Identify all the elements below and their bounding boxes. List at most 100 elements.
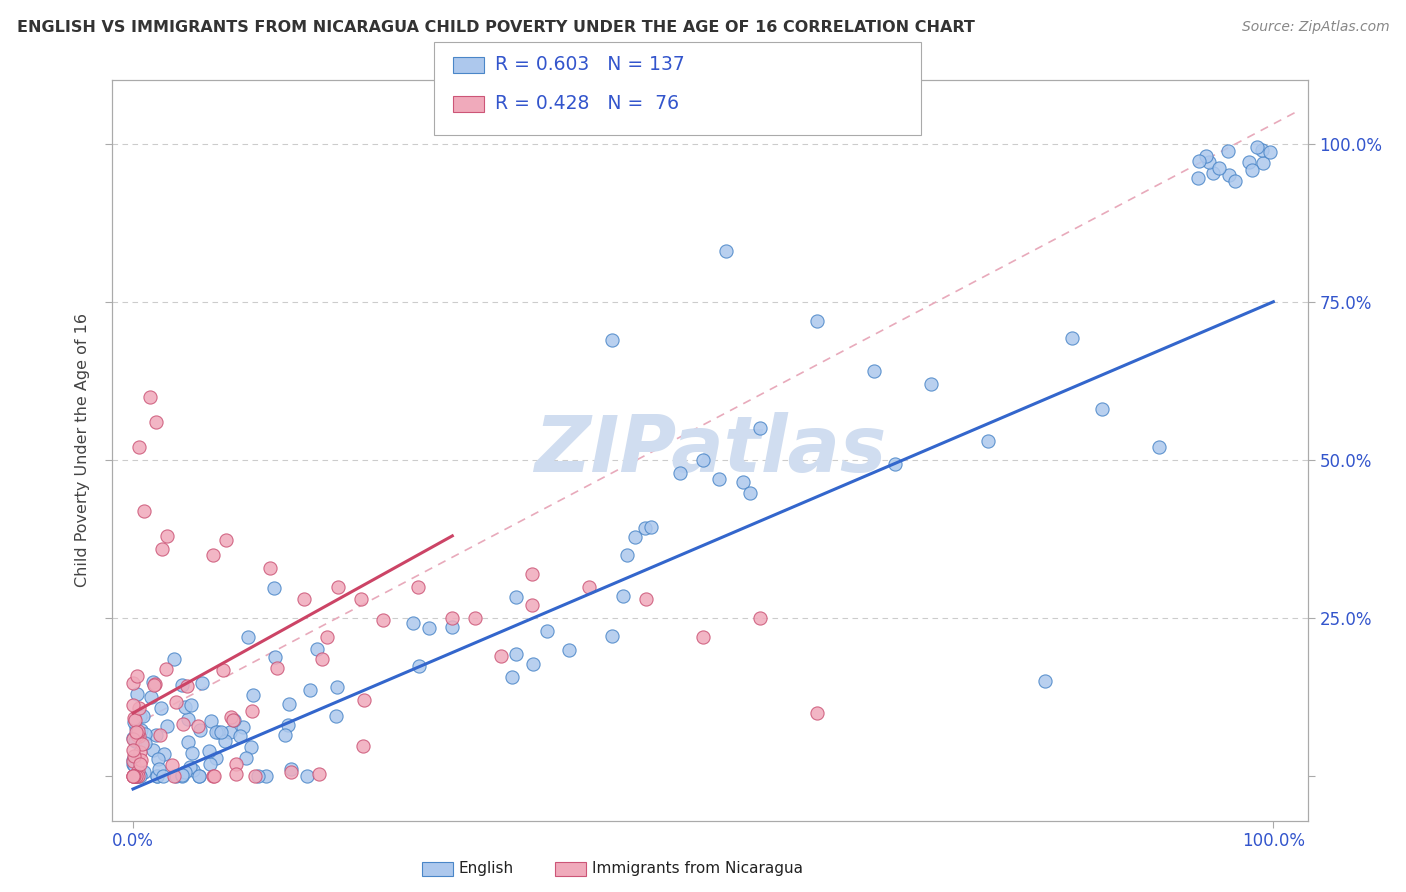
Point <box>122 769 145 783</box>
Point <box>520 599 543 613</box>
Point <box>297 769 319 783</box>
Point <box>259 560 281 574</box>
Point <box>172 716 194 731</box>
Point <box>180 698 202 712</box>
Point <box>156 529 179 543</box>
Point <box>122 732 145 747</box>
Point <box>148 763 170 777</box>
Point <box>124 769 146 783</box>
Point <box>328 580 350 594</box>
Point <box>127 764 149 778</box>
Point <box>884 457 907 471</box>
Point <box>201 548 224 562</box>
Point <box>200 714 222 728</box>
Point <box>205 724 228 739</box>
Point <box>225 767 247 781</box>
Point <box>277 718 299 732</box>
Point <box>122 769 145 783</box>
Point <box>152 747 174 761</box>
Point <box>224 713 246 727</box>
Point <box>139 390 162 404</box>
Point <box>122 731 145 745</box>
Point <box>205 751 228 765</box>
Point <box>145 728 167 742</box>
Point <box>692 630 714 644</box>
Point <box>749 421 772 435</box>
Point <box>634 520 657 534</box>
Point <box>122 769 145 783</box>
Point <box>173 700 195 714</box>
Point <box>243 769 266 783</box>
Point <box>325 680 347 694</box>
Point <box>636 592 658 607</box>
Point <box>350 592 373 607</box>
Text: ZIPatlas: ZIPatlas <box>534 412 886 489</box>
Point <box>148 729 170 743</box>
Point <box>616 548 638 562</box>
Point <box>132 764 155 779</box>
Point <box>242 688 264 702</box>
Point <box>624 530 647 544</box>
Point <box>127 669 149 683</box>
Point <box>1198 155 1220 169</box>
Point <box>122 698 145 712</box>
Point <box>263 649 285 664</box>
Point <box>129 753 152 767</box>
Point <box>522 657 544 672</box>
Point <box>188 769 211 783</box>
Point <box>240 740 263 755</box>
Point <box>232 720 254 734</box>
Point <box>125 769 148 783</box>
Point <box>160 757 183 772</box>
Point <box>134 736 156 750</box>
Point <box>187 769 209 783</box>
Point <box>122 769 145 783</box>
Point <box>489 648 512 663</box>
Point <box>280 764 302 779</box>
Point <box>274 728 297 742</box>
Point <box>325 709 347 723</box>
Point <box>418 621 440 635</box>
Point <box>1240 163 1263 178</box>
Point <box>640 520 662 534</box>
Point <box>600 629 623 643</box>
Point <box>401 616 423 631</box>
Point <box>240 704 263 718</box>
Point <box>441 620 464 634</box>
Point <box>162 769 184 783</box>
Point <box>128 709 150 723</box>
Point <box>1246 140 1268 154</box>
Point <box>558 643 581 657</box>
Point <box>709 472 731 486</box>
Point <box>1060 331 1083 345</box>
Point <box>669 466 692 480</box>
Point <box>163 651 186 665</box>
Point <box>738 486 761 500</box>
Point <box>222 713 245 727</box>
Point <box>129 723 152 738</box>
Point <box>134 726 156 740</box>
Point <box>181 746 204 760</box>
Point <box>134 503 156 517</box>
Point <box>122 749 145 764</box>
Point <box>464 611 486 625</box>
Point <box>1187 171 1209 186</box>
Point <box>165 696 187 710</box>
Point <box>149 701 172 715</box>
Point <box>1239 155 1261 169</box>
Point <box>278 698 301 712</box>
Point <box>124 725 146 739</box>
Point <box>122 769 145 783</box>
Point <box>145 769 167 783</box>
Point <box>127 769 149 783</box>
Point <box>177 712 200 726</box>
Point <box>1091 402 1114 417</box>
Point <box>122 742 145 756</box>
Point <box>1208 161 1230 175</box>
Point <box>124 734 146 748</box>
Point <box>165 769 187 783</box>
Point <box>714 244 737 259</box>
Point <box>920 377 942 392</box>
Point <box>187 718 209 732</box>
Point <box>202 769 225 783</box>
